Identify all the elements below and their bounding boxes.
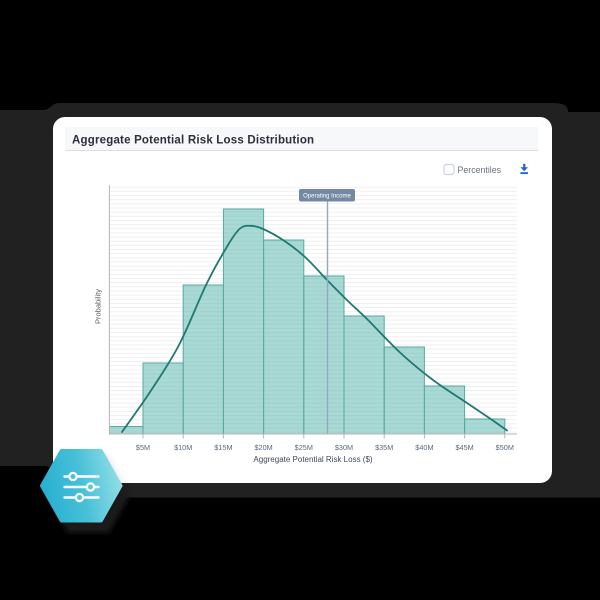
svg-text:$50M: $50M	[496, 443, 514, 452]
svg-text:$45M: $45M	[455, 443, 473, 452]
svg-text:$20M: $20M	[254, 443, 272, 452]
svg-text:$25M: $25M	[295, 443, 313, 452]
svg-text:$30M: $30M	[335, 443, 353, 452]
svg-text:$5M: $5M	[136, 443, 150, 452]
svg-text:$35M: $35M	[375, 443, 393, 452]
svg-text:$10M: $10M	[174, 443, 192, 452]
svg-text:Operating Income: Operating Income	[303, 194, 351, 200]
svg-text:$40M: $40M	[415, 443, 433, 452]
svg-text:Percentiles: Percentiles	[458, 165, 502, 175]
svg-text:$15M: $15M	[214, 443, 232, 452]
svg-text:Probability: Probability	[94, 289, 103, 324]
svg-text:Aggregate Potential Risk Loss: Aggregate Potential Risk Loss ($)	[253, 455, 373, 464]
svg-text:Aggregate Potential Risk Loss: Aggregate Potential Risk Loss Distributi…	[72, 135, 314, 147]
